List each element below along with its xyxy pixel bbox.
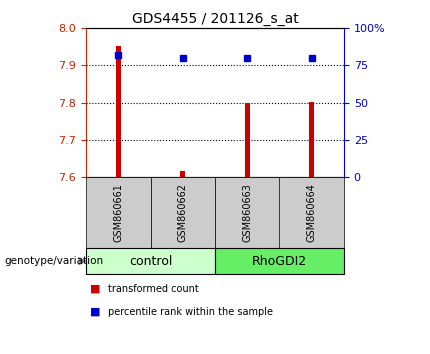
Text: percentile rank within the sample: percentile rank within the sample (108, 307, 273, 316)
Text: RhoGDI2: RhoGDI2 (252, 255, 307, 268)
Text: ■: ■ (90, 284, 101, 293)
Title: GDS4455 / 201126_s_at: GDS4455 / 201126_s_at (132, 12, 298, 26)
Bar (310, 102, 314, 177)
Text: GSM860661: GSM860661 (113, 183, 123, 242)
Text: genotype/variation: genotype/variation (4, 256, 104, 266)
Text: ■: ■ (90, 307, 101, 316)
Bar (116, 46, 120, 177)
Text: transformed count: transformed count (108, 284, 198, 293)
Bar (181, 171, 185, 177)
Text: GSM860662: GSM860662 (178, 183, 188, 242)
Text: GSM860664: GSM860664 (307, 183, 317, 242)
Text: control: control (129, 255, 172, 268)
Bar (245, 103, 249, 177)
Text: GSM860663: GSM860663 (242, 183, 252, 242)
